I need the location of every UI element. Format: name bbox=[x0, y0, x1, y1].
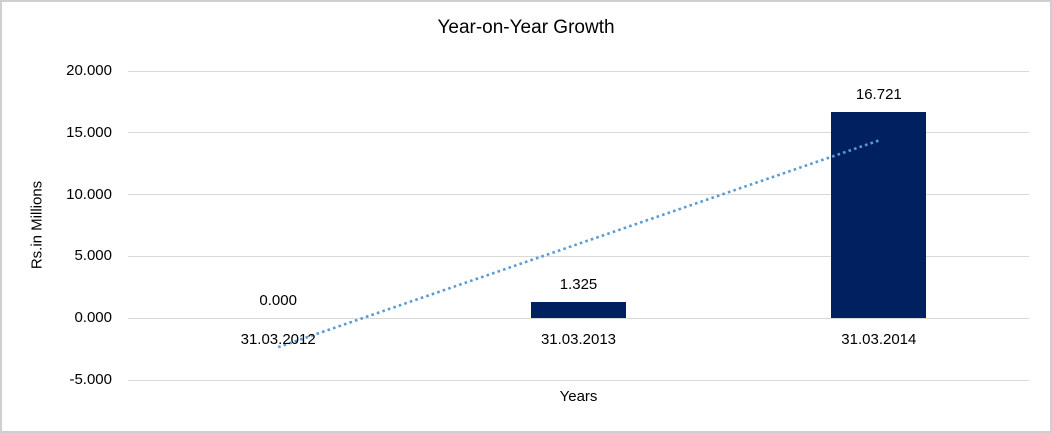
y-axis-tick-label: 20.000 bbox=[66, 62, 112, 79]
data-label: 1.325 bbox=[559, 275, 598, 293]
x-axis-title: Years bbox=[559, 388, 598, 405]
data-label: 16.721 bbox=[855, 85, 902, 103]
bar bbox=[531, 301, 626, 319]
x-axis-tick-label: 31.03.2013 bbox=[540, 331, 617, 349]
gridline bbox=[128, 70, 1029, 72]
x-axis-tick-label: 31.03.2014 bbox=[841, 331, 917, 349]
chart-title: Year-on-Year Growth bbox=[437, 17, 615, 38]
x-axis-tick-label: 31.03.2012 bbox=[240, 331, 316, 349]
y-axis-tick-label: 0.000 bbox=[74, 309, 112, 327]
y-axis-tick-label: 15.000 bbox=[66, 123, 112, 141]
data-label: 0.000 bbox=[259, 292, 297, 310]
gridline bbox=[128, 379, 1029, 381]
y-axis-tick-label: 10.000 bbox=[66, 185, 112, 203]
bar bbox=[831, 111, 927, 319]
y-axis-tick-label: 5.000 bbox=[74, 247, 112, 265]
y-axis-tick-label: -5.000 bbox=[69, 371, 112, 388]
gridline bbox=[128, 132, 1029, 134]
